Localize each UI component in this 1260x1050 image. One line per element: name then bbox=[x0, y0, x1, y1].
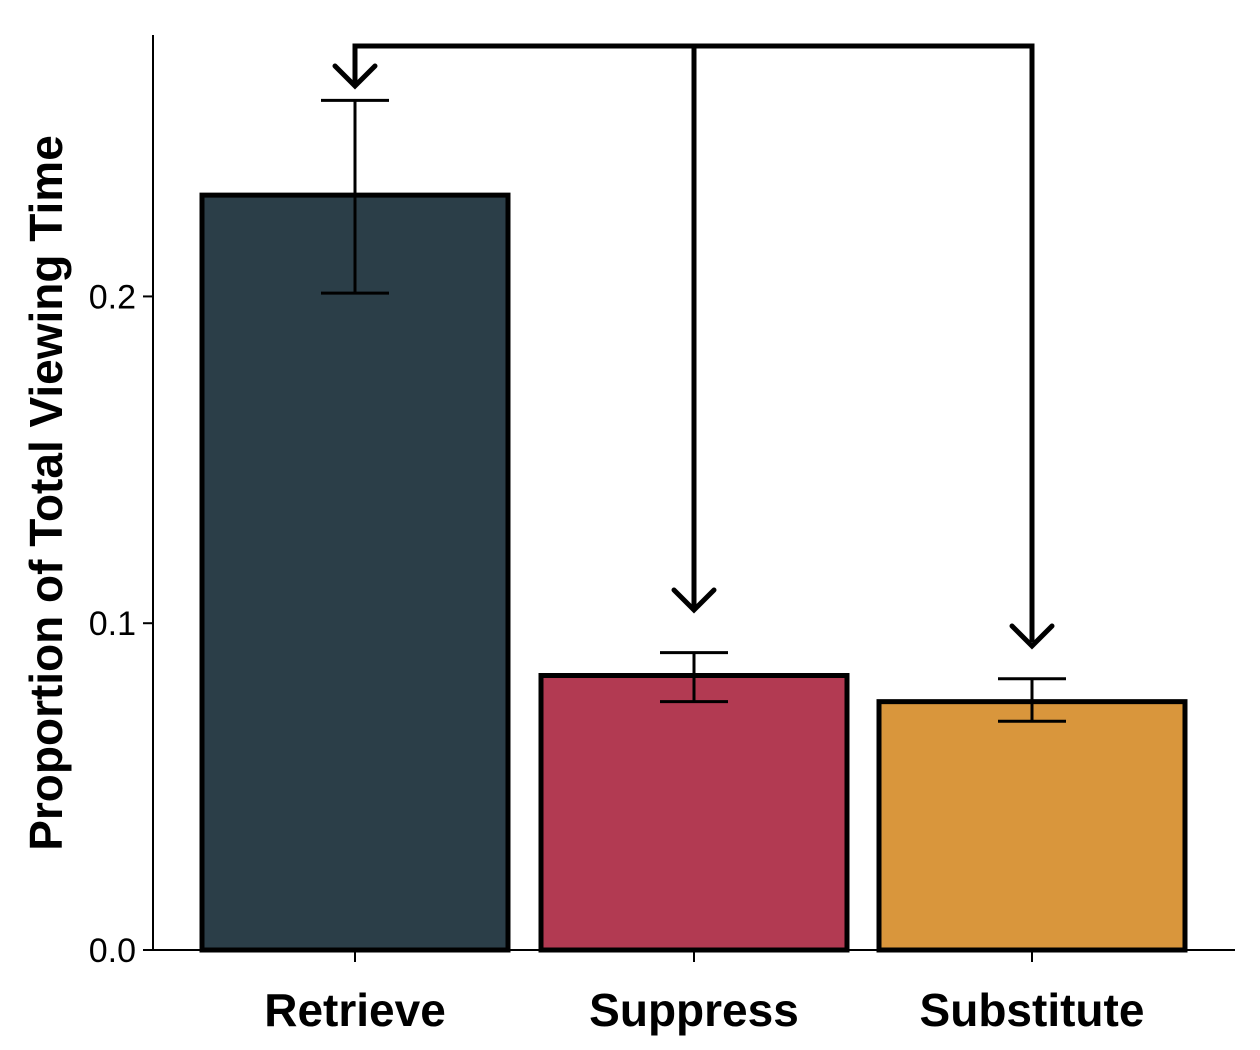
y-tick-label: 0.1 bbox=[89, 605, 136, 643]
y-ticks: 0.0 0.1 0.2 bbox=[89, 278, 153, 970]
x-tick-label-substitute: Substitute bbox=[920, 984, 1145, 1036]
x-ticks: Retrieve Suppress Substitute bbox=[264, 950, 1144, 1036]
bars bbox=[199, 192, 1188, 953]
error-bars bbox=[321, 98, 1066, 723]
y-axis-title: Proportion of Total Viewing Time bbox=[20, 135, 72, 851]
comparison-arrows bbox=[332, 43, 1055, 650]
x-tick-label-retrieve: Retrieve bbox=[264, 984, 446, 1036]
arrowhead-suppress bbox=[671, 587, 717, 614]
bar-substitute bbox=[876, 699, 1188, 953]
arrowhead-retrieve bbox=[332, 63, 378, 90]
y-tick-label: 0.2 bbox=[89, 278, 136, 316]
x-tick-label-suppress: Suppress bbox=[589, 984, 799, 1036]
bar-retrieve bbox=[199, 192, 511, 953]
y-tick-label: 0.0 bbox=[89, 932, 136, 970]
arrowhead-substitute bbox=[1009, 623, 1055, 650]
bar-suppress bbox=[538, 673, 850, 953]
